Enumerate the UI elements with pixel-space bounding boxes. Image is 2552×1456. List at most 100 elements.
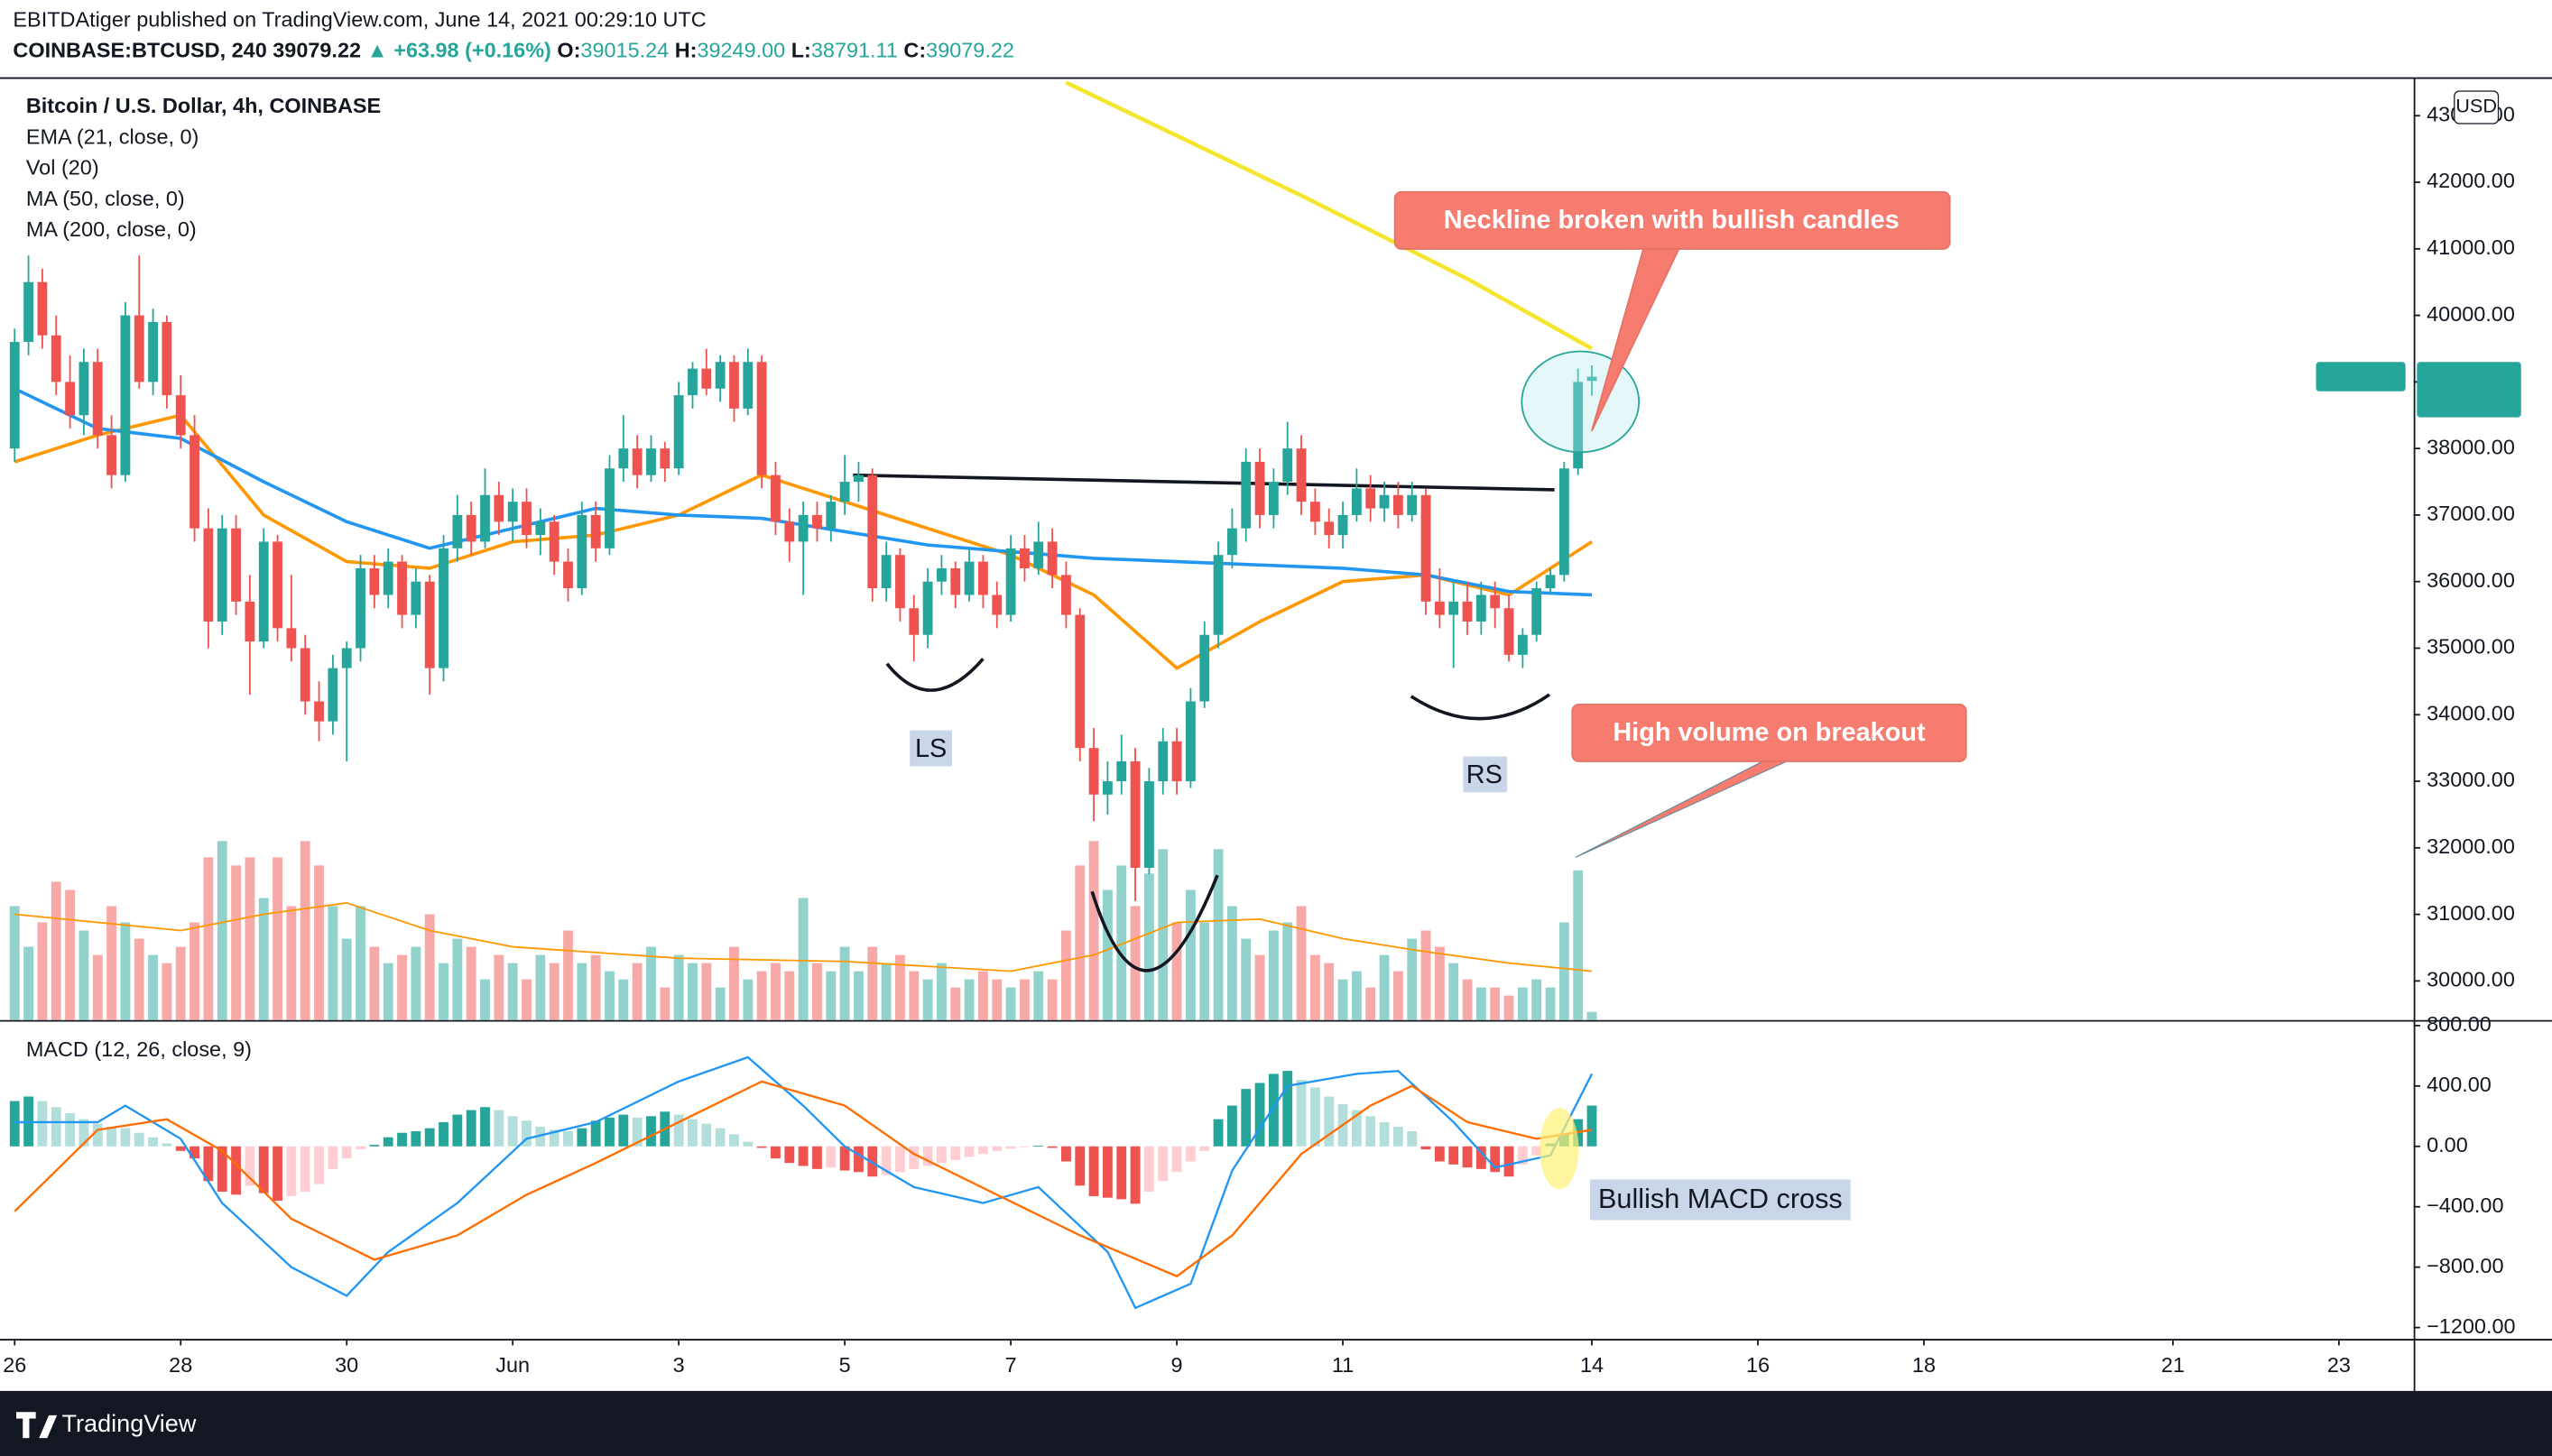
o-label: O: [557, 39, 580, 62]
macd-histogram [79, 1119, 89, 1147]
volume-bar [1379, 954, 1390, 1020]
candle-body [175, 395, 186, 436]
macd-histogram [701, 1123, 712, 1147]
macd-histogram [1158, 1146, 1169, 1182]
candle-body [1490, 594, 1501, 609]
macd-histogram [1241, 1089, 1252, 1147]
candle-body [190, 435, 199, 529]
volume-bar [1241, 938, 1252, 1020]
candle-body [549, 521, 559, 562]
macd-histogram [590, 1120, 601, 1147]
macd-histogram [812, 1146, 822, 1169]
macd-histogram [826, 1146, 837, 1168]
macd-line [14, 1080, 1593, 1278]
candle-body [1088, 748, 1099, 795]
macd-histogram [356, 1146, 365, 1150]
volume-bar [535, 954, 546, 1020]
candle-body [909, 608, 920, 635]
price-tag-symbol-box [2316, 362, 2406, 392]
volume-bar [356, 906, 365, 1020]
price-tag-box [2417, 362, 2521, 418]
volume-bar [1144, 873, 1154, 1020]
x-tick-label: 16 [1746, 1353, 1770, 1377]
candle-body [148, 321, 158, 382]
candle-body [1116, 760, 1127, 782]
candle-body [1296, 448, 1307, 502]
volume-bar [950, 987, 961, 1020]
candle-body [784, 521, 795, 542]
volume-bar [563, 930, 573, 1020]
volume-ma [14, 901, 1593, 972]
volume-bar [1490, 987, 1501, 1020]
volume-bar [341, 938, 352, 1020]
volume-bar [660, 987, 670, 1020]
volume-bar [1226, 906, 1237, 1020]
candle-body [1199, 634, 1210, 702]
candle-body [812, 514, 822, 529]
macd-histogram [1213, 1119, 1224, 1147]
volume-bar [1517, 987, 1528, 1020]
legend: Bitcoin / U.S. Dollar, 4h, COINBASE EMA … [26, 94, 381, 1061]
x-tick-label: 14 [1580, 1353, 1604, 1377]
candle-body [715, 362, 726, 389]
macd-histogram [909, 1146, 920, 1169]
candle-body [729, 362, 739, 409]
volume-bar [1282, 922, 1293, 1020]
candle-body [1309, 502, 1320, 522]
macd-histogram [1309, 1087, 1320, 1147]
candle-body [964, 561, 975, 595]
currency-badge[interactable] [2454, 90, 2500, 124]
macd-histogram [120, 1128, 131, 1147]
candle-body [480, 494, 490, 542]
candle-body [563, 561, 573, 589]
macd-histogram [1103, 1146, 1113, 1198]
candle-body [65, 382, 75, 416]
y-tick-label: 35000.00 [2427, 635, 2515, 659]
volume-bar [1020, 979, 1030, 1020]
candle-body [605, 468, 615, 548]
volume-bar [522, 979, 532, 1020]
y-tick-label: 40000.00 [2427, 302, 2515, 326]
moving-average [1065, 80, 1594, 351]
c-label: C: [903, 39, 926, 62]
moving-average [14, 413, 1594, 670]
candle-body [439, 548, 448, 668]
macd-histogram [1407, 1131, 1418, 1147]
annotations: Neckline broken with bullish candles Hig… [885, 190, 1967, 1221]
candle-body [300, 648, 310, 702]
macd-histogram [895, 1146, 905, 1173]
volume-bar [273, 857, 282, 1020]
candle-body [1213, 555, 1224, 635]
candle-body [1005, 548, 1016, 615]
volume-bar [964, 979, 975, 1020]
candle-body [314, 701, 324, 722]
y-tick-label: 37000.00 [2427, 502, 2515, 525]
candle-body [1420, 494, 1431, 602]
candle-body [673, 395, 684, 469]
candle-body [79, 362, 89, 416]
candle-body [922, 581, 933, 635]
right-shoulder-arc [1410, 693, 1551, 721]
volume-bar [1296, 906, 1307, 1020]
candle-body [1365, 488, 1376, 509]
candle-body [369, 567, 380, 595]
macd-histogram [424, 1128, 435, 1147]
macd-histogram [1503, 1146, 1514, 1177]
volume-bar [203, 857, 214, 1020]
candle-body [273, 541, 282, 629]
volume-bar [1309, 954, 1320, 1020]
candle-body [1033, 541, 1044, 568]
macd-histogram [1171, 1146, 1182, 1173]
macd-histogram [162, 1143, 172, 1147]
volume-bar [452, 938, 463, 1020]
y-tick-label: 38000.00 [2427, 435, 2515, 458]
volume-bar [1103, 889, 1113, 1020]
macd-highlight [1540, 1108, 1579, 1190]
candle-body [895, 555, 905, 609]
macd-histogram [1144, 1146, 1154, 1192]
macd-histogram [245, 1146, 255, 1186]
volume-bar [494, 954, 504, 1020]
volume-bar [120, 922, 131, 1020]
volume-bar [784, 971, 795, 1020]
